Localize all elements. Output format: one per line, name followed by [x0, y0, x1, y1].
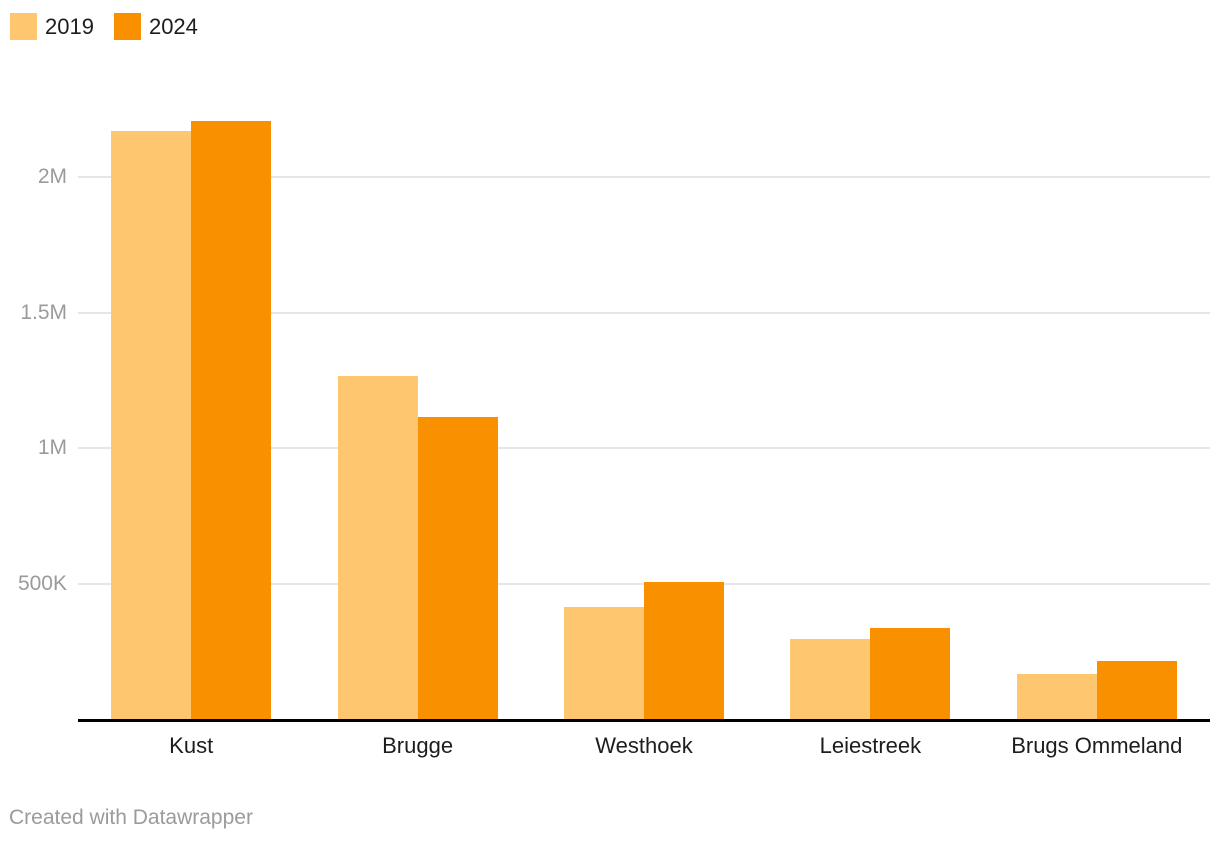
bar-2024-westhoek	[644, 582, 724, 719]
bar-2024-brugs-ommeland	[1096, 660, 1177, 719]
bar-2019-brugge	[337, 376, 418, 719]
bar-2024-brugge	[417, 417, 498, 719]
y-axis-tick-label: 500K	[17, 571, 67, 595]
x-axis-category-label: Leiestreek	[819, 733, 922, 758]
gridline-2M	[78, 176, 1210, 179]
x-axis-category-label: Brugge	[382, 733, 454, 758]
gridline-1.5M	[78, 311, 1210, 314]
bar-2019-westhoek	[564, 606, 644, 719]
legend-swatch-2024	[113, 13, 141, 40]
y-axis-tick-label: 2M	[37, 165, 67, 189]
bar-2019-brugs-ommeland	[1016, 674, 1097, 719]
legend-swatch-2019	[10, 13, 37, 40]
legend-label: 2019	[45, 14, 94, 39]
bar-2024-leiestreek	[870, 628, 951, 719]
x-axis-category-label: Brugs Ommeland	[1011, 733, 1183, 758]
legend: 2019 2024	[10, 13, 198, 40]
legend-item-2019: 2019	[10, 13, 94, 40]
bar-2019-kust	[111, 131, 192, 719]
legend-label: 2024	[148, 14, 198, 39]
y-axis-tick-label: 1.5M	[20, 300, 67, 324]
x-axis-baseline	[78, 719, 1210, 722]
y-axis-tick-label: 1M	[37, 436, 67, 460]
bar-2024-kust	[191, 120, 272, 719]
gridline-1M	[78, 447, 1210, 450]
datawrapper-attribution: Created with Datawrapper	[9, 806, 253, 829]
x-axis-category-label: Westhoek	[595, 733, 693, 758]
bar-2019-leiestreek	[790, 639, 871, 719]
x-axis-category-label: Kust	[169, 733, 214, 758]
legend-item-2024: 2024	[113, 13, 198, 40]
